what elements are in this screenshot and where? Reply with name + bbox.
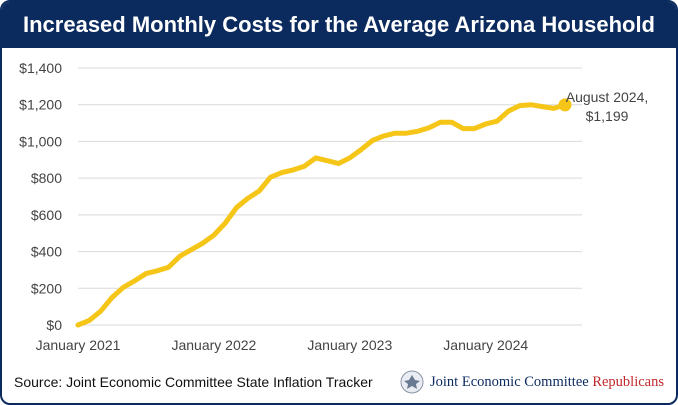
x-tick-label: January 2021: [36, 337, 121, 353]
endpoint-marker: [558, 98, 572, 112]
source-note: Source: Joint Economic Committee State I…: [14, 374, 373, 390]
series-line: [75, 102, 568, 328]
annotation-line-2: $1,199: [586, 108, 629, 124]
y-tick-label: $0: [46, 317, 62, 333]
chart-title: Increased Monthly Costs for the Average …: [23, 12, 655, 37]
y-tick-label: $400: [31, 244, 62, 260]
y-axis-ticks: $0 $200 $400 $600 $800 $1,000 $1,200 $1,400: [19, 60, 62, 333]
x-axis-ticks: January 2021 January 2022 January 2023 Janu…: [36, 337, 529, 353]
line-chart: $0 $200 $400 $600 $800 $1,000 $1,200 $1,400 Jan…: [2, 48, 676, 360]
annotation: August 2024, $1,199: [566, 89, 649, 124]
y-tick-label: $1,200: [19, 97, 62, 113]
logo-text-party: Republicans: [592, 373, 664, 390]
jec-logo: Joint Economic Committee Republicans: [400, 367, 664, 397]
x-tick-label: January 2023: [307, 337, 392, 353]
y-tick-label: $800: [31, 170, 62, 186]
series-layer: [75, 98, 572, 328]
annotation-line-1: August 2024,: [566, 89, 649, 105]
y-tick-label: $1,400: [19, 60, 62, 76]
x-tick-label: January 2024: [443, 337, 528, 353]
y-tick-label: $200: [31, 280, 62, 296]
gridlines: [78, 67, 582, 326]
x-tick-label: January 2022: [171, 337, 256, 353]
chart-title-banner: Increased Monthly Costs for the Average …: [2, 2, 676, 48]
chart-svg: $0 $200 $400 $600 $800 $1,000 $1,200 $1,400 Jan…: [19, 60, 649, 353]
y-tick-label: $600: [31, 207, 62, 223]
seal-icon: [400, 370, 424, 394]
logo-text-main: Joint Economic Committee: [430, 373, 589, 390]
y-tick-label: $1,000: [19, 133, 62, 149]
